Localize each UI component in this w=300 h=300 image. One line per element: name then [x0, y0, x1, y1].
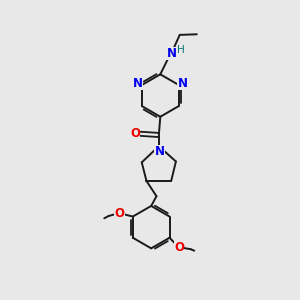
Text: H: H — [177, 45, 185, 55]
Text: N: N — [167, 46, 176, 60]
Text: O: O — [115, 206, 124, 220]
Text: O: O — [130, 127, 140, 140]
Text: N: N — [133, 77, 143, 90]
Text: N: N — [154, 145, 164, 158]
Text: O: O — [174, 241, 184, 254]
Text: N: N — [178, 77, 188, 90]
